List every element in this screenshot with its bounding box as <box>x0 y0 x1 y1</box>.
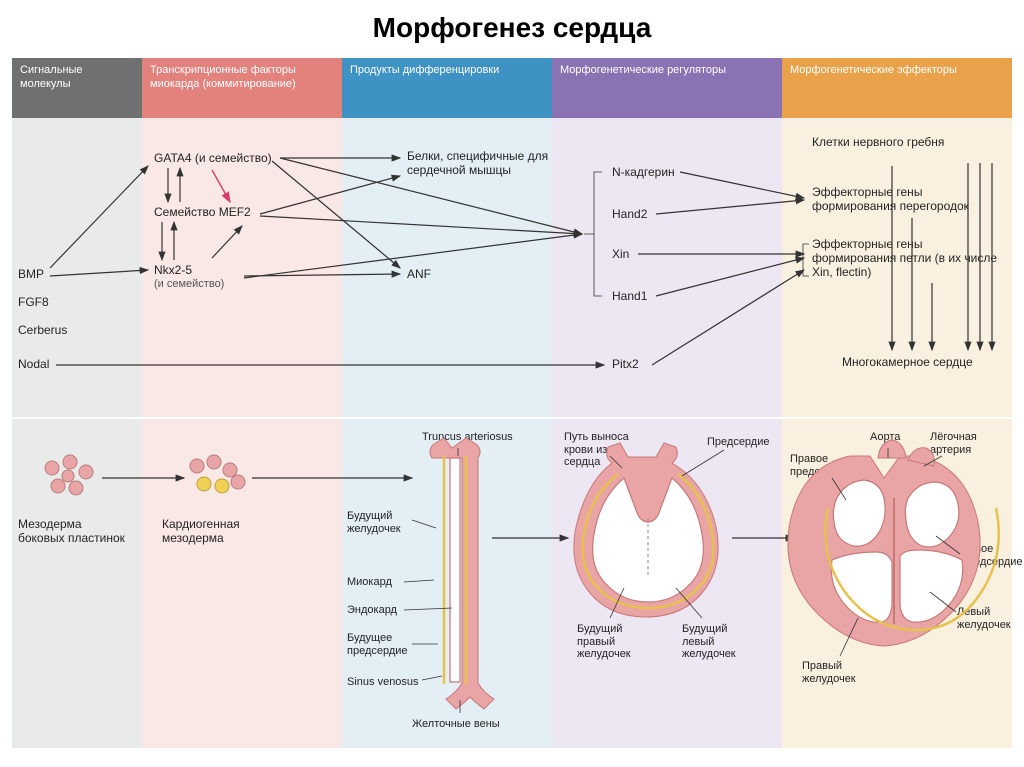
label-cardiogenic: Кардиогенная мезодерма <box>162 518 272 546</box>
label-xin: Xin <box>612 248 629 262</box>
label-loop-atrium: Предсердие <box>707 436 769 449</box>
label-fgf8: FGF8 <box>18 296 49 310</box>
label-anf: ANF <box>407 268 431 282</box>
diagram-grid: Сигнальные молекулы Транскрипционные фак… <box>12 58 1012 758</box>
label-outflow: Путь выноса крови из сердца <box>564 431 644 469</box>
label-nkx: Nkx2-5 <box>154 264 192 278</box>
label-hand1: Hand1 <box>612 290 647 304</box>
label-loop-lv: Будущий левый желудочек <box>682 623 742 661</box>
label-mef2: Семейство MEF2 <box>154 206 251 220</box>
label-truncus: Truncus arteriosus <box>422 431 513 444</box>
label-multichamber: Многокамерное сердце <box>842 356 973 370</box>
label-ncadherin: N-кадгерин <box>612 166 675 180</box>
label-sinus: Sinus venosus <box>347 676 419 689</box>
label-bmp: BMP <box>18 268 44 282</box>
row-separator <box>12 417 1012 419</box>
label-lv: Левый желудочек <box>957 606 1012 631</box>
label-fut-atrium: Будущее предсердие <box>347 632 407 657</box>
label-mesoderm: Мезодерма боковых пластинок <box>18 518 128 546</box>
label-rv: Правый желудочек <box>802 660 872 685</box>
label-pa: Лёгочная артерия <box>930 431 1000 456</box>
label-looping: Эффекторные гены формирования петли (в и… <box>812 238 1002 279</box>
col-header-products: Продукты дифференцировки <box>342 58 552 118</box>
label-yolk-veins: Желточные вены <box>412 718 500 731</box>
label-gata4: GATA4 (и семейство) <box>154 152 272 166</box>
label-ra: Правое предсердие <box>790 453 860 478</box>
col-header-regulators: Морфогенетические регуляторы <box>552 58 782 118</box>
label-aorta: Аорта <box>870 431 900 444</box>
label-nodal: Nodal <box>18 358 49 372</box>
label-hand2: Hand2 <box>612 208 647 222</box>
col-header-signals: Сигнальные молекулы <box>12 58 142 118</box>
label-endocard: Эндокард <box>347 604 397 617</box>
label-fut-ventricle: Будущий желудочек <box>347 510 407 535</box>
label-cerberus: Cerberus <box>18 324 67 338</box>
col-body-regulators <box>552 118 782 418</box>
col-header-tf: Транскрипционные факторы миокарда (комми… <box>142 58 342 118</box>
col-body-bot-2 <box>142 418 342 748</box>
page-title: Морфогенез сердца <box>0 0 1024 52</box>
label-pitx2: Pitx2 <box>612 358 639 372</box>
label-loop-rv: Будущий правый желудочек <box>577 623 637 661</box>
label-la: Левое предсердие <box>962 543 1017 568</box>
label-septation: Эффекторные гены формирования перегородо… <box>812 186 992 214</box>
label-nkx-sub: (и семейство) <box>154 278 224 291</box>
col-body-bot-1 <box>12 418 142 748</box>
col-header-effectors: Морфогенетические эффекторы <box>782 58 1012 118</box>
label-myocard: Миокард <box>347 576 392 589</box>
label-proteins: Белки, специфичные для сердечной мышцы <box>407 150 557 178</box>
label-neural-crest: Клетки нервного гребня <box>812 136 972 150</box>
